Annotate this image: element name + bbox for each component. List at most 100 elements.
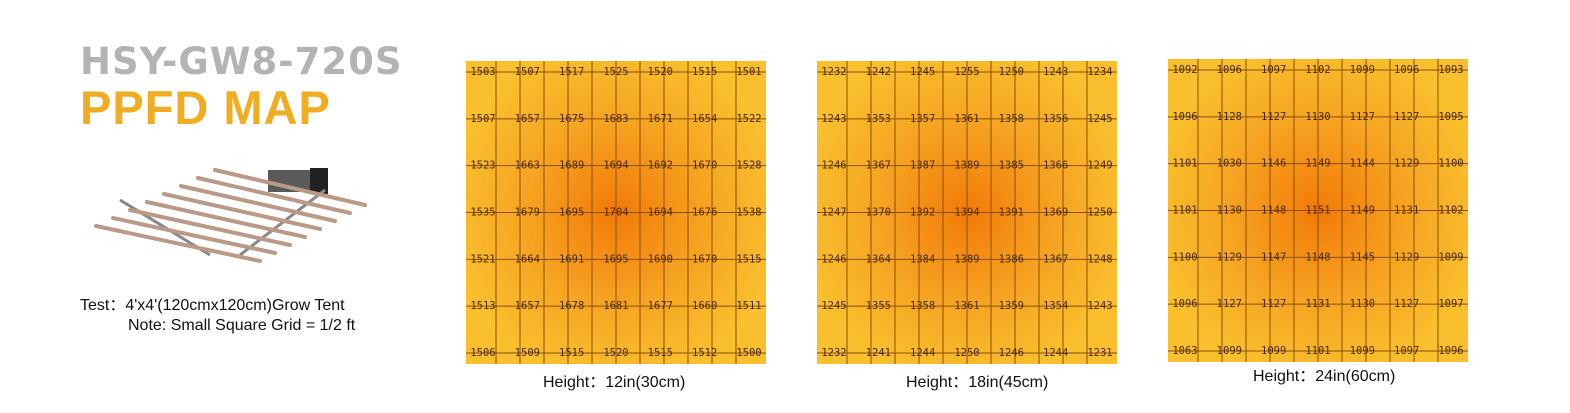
ppfd-map-subtitle: PPFD MAP xyxy=(80,81,331,134)
ppfd-value: 1507 xyxy=(515,66,540,78)
ppfd-value: 1385 xyxy=(999,160,1024,172)
ppfd-value: 1678 xyxy=(559,300,584,312)
ppfd-value: 1097 xyxy=(1394,345,1419,357)
ppfd-map-12in: 1503 1507 1517 1525 1520 1515 1501 1507 1657 1675… xyxy=(466,61,766,364)
grow-light-fixture-illustration xyxy=(94,168,367,263)
ppfd-value: 1131 xyxy=(1394,205,1419,217)
ppfd-value: 1099 xyxy=(1350,64,1375,76)
ppfd-value: 1389 xyxy=(954,253,979,265)
ppfd-value: 1512 xyxy=(692,347,717,359)
ppfd-value: 1695 xyxy=(603,253,628,265)
ppfd-value: 1127 xyxy=(1350,111,1375,123)
ppfd-value: 1690 xyxy=(648,253,673,265)
ppfd-value: 1096 xyxy=(1217,64,1242,76)
ppfd-value: 1234 xyxy=(1087,66,1112,78)
ppfd-value: 1245 xyxy=(1087,113,1112,125)
ppfd-value: 1675 xyxy=(559,113,584,125)
ppfd-value: 1246 xyxy=(821,253,846,265)
ppfd-map-24in: 1092 1096 1097 1102 1099 1096 1093 1096 1128 1127… xyxy=(1168,59,1468,362)
ppfd-value: 1357 xyxy=(910,113,935,125)
ppfd-value: 1522 xyxy=(736,113,761,125)
ppfd-value: 1500 xyxy=(736,347,761,359)
ppfd-value: 1694 xyxy=(648,207,673,219)
ppfd-value: 1102 xyxy=(1438,205,1463,217)
ppfd-value: 1370 xyxy=(866,207,891,219)
ppfd-value: 1692 xyxy=(648,160,673,172)
ppfd-value: 1099 xyxy=(1438,251,1463,263)
grid-note: Note: Small Square Grid = 1/2 ft xyxy=(128,317,356,334)
ppfd-value: 1250 xyxy=(1087,207,1112,219)
ppfd-value: 1092 xyxy=(1172,64,1197,76)
ppfd-value: 1506 xyxy=(470,347,495,359)
ppfd-value: 1101 xyxy=(1305,345,1330,357)
ppfd-value: 1670 xyxy=(692,253,717,265)
ppfd-value: 1683 xyxy=(603,113,628,125)
ppfd-value: 1100 xyxy=(1438,158,1463,170)
ppfd-value: 1231 xyxy=(1087,347,1112,359)
ppfd-value: 1681 xyxy=(603,300,628,312)
ppfd-value: 1387 xyxy=(910,160,935,172)
ppfd-map-18in: 1232 1242 1245 1255 1250 1243 1234 1243 1353 1357… xyxy=(817,61,1117,364)
test-description: Test：4'x4'(120cmx120cm)Grow Tent xyxy=(80,297,345,314)
ppfd-value: 1391 xyxy=(999,207,1024,219)
ppfd-value: 1538 xyxy=(736,207,761,219)
test-info: Test：4'x4'(120cmx120cm)Grow Tent Note: S… xyxy=(80,296,420,336)
ppfd-value: 1099 xyxy=(1261,345,1286,357)
ppfd-value: 1361 xyxy=(954,300,979,312)
ppfd-value: 1149 xyxy=(1350,205,1375,217)
ppfd-value: 1130 xyxy=(1217,205,1242,217)
ppfd-value: 1507 xyxy=(470,113,495,125)
ppfd-value: 1670 xyxy=(692,160,717,172)
ppfd-value: 1099 xyxy=(1217,345,1242,357)
ppfd-value: 1129 xyxy=(1394,251,1419,263)
ppfd-value: 1243 xyxy=(1043,66,1068,78)
ppfd-value: 1244 xyxy=(1043,347,1068,359)
ppfd-value: 1515 xyxy=(736,253,761,265)
ppfd-value: 1521 xyxy=(470,253,495,265)
ppfd-value: 1361 xyxy=(954,113,979,125)
ppfd-value: 1392 xyxy=(910,207,935,219)
ppfd-value: 1102 xyxy=(1305,64,1330,76)
ppfd-value: 1679 xyxy=(515,207,540,219)
ppfd-value: 1369 xyxy=(1043,207,1068,219)
ppfd-value: 1146 xyxy=(1261,158,1286,170)
ppfd-value: 1096 xyxy=(1172,111,1197,123)
ppfd-value: 1694 xyxy=(603,160,628,172)
ppfd-value: 1097 xyxy=(1438,298,1463,310)
ppfd-value: 1657 xyxy=(515,300,540,312)
ppfd-value: 1517 xyxy=(559,66,584,78)
ppfd-value: 1101 xyxy=(1172,205,1197,217)
ppfd-value: 1030 xyxy=(1217,158,1242,170)
ppfd-value: 1243 xyxy=(821,113,846,125)
ppfd-value: 1366 xyxy=(1043,160,1068,172)
ppfd-value: 1243 xyxy=(1087,300,1112,312)
ppfd-value: 1096 xyxy=(1438,345,1463,357)
ppfd-value: 1096 xyxy=(1172,298,1197,310)
ppfd-value: 1389 xyxy=(954,160,979,172)
ppfd-value: 1131 xyxy=(1305,298,1330,310)
ppfd-value: 1145 xyxy=(1350,251,1375,263)
ppfd-value: 1101 xyxy=(1172,158,1197,170)
ppfd-value: 1247 xyxy=(821,207,846,219)
ppfd-value: 1367 xyxy=(866,160,891,172)
ppfd-value: 1127 xyxy=(1394,298,1419,310)
ppfd-value: 1151 xyxy=(1305,205,1330,217)
ppfd-value: 1246 xyxy=(821,160,846,172)
ppfd-value: 1127 xyxy=(1261,298,1286,310)
ppfd-value: 1149 xyxy=(1305,158,1330,170)
ppfd-value: 1511 xyxy=(736,300,761,312)
ppfd-value: 1515 xyxy=(692,66,717,78)
ppfd-value: 1127 xyxy=(1394,111,1419,123)
map-caption-12in: Height：12in(30cm) xyxy=(543,374,686,391)
ppfd-value: 1244 xyxy=(910,347,935,359)
ppfd-value: 1245 xyxy=(910,66,935,78)
ppfd-value: 1063 xyxy=(1172,345,1197,357)
ppfd-value: 1355 xyxy=(866,300,891,312)
ppfd-value: 1129 xyxy=(1394,158,1419,170)
ppfd-value: 1691 xyxy=(559,253,584,265)
ppfd-value: 1356 xyxy=(1043,113,1068,125)
ppfd-value: 1093 xyxy=(1438,64,1463,76)
ppfd-value: 1528 xyxy=(736,160,761,172)
ppfd-value: 1130 xyxy=(1350,298,1375,310)
fixture-light-bars xyxy=(94,168,367,263)
